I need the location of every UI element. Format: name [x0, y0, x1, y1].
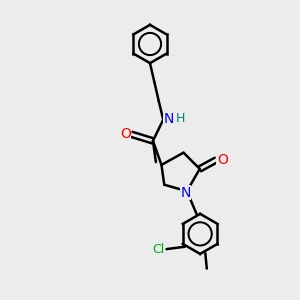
Text: N: N — [180, 186, 190, 200]
Text: Cl: Cl — [152, 243, 164, 256]
Text: O: O — [217, 153, 228, 167]
Text: H: H — [176, 112, 186, 125]
Text: N: N — [164, 112, 174, 126]
Text: O: O — [120, 128, 131, 141]
